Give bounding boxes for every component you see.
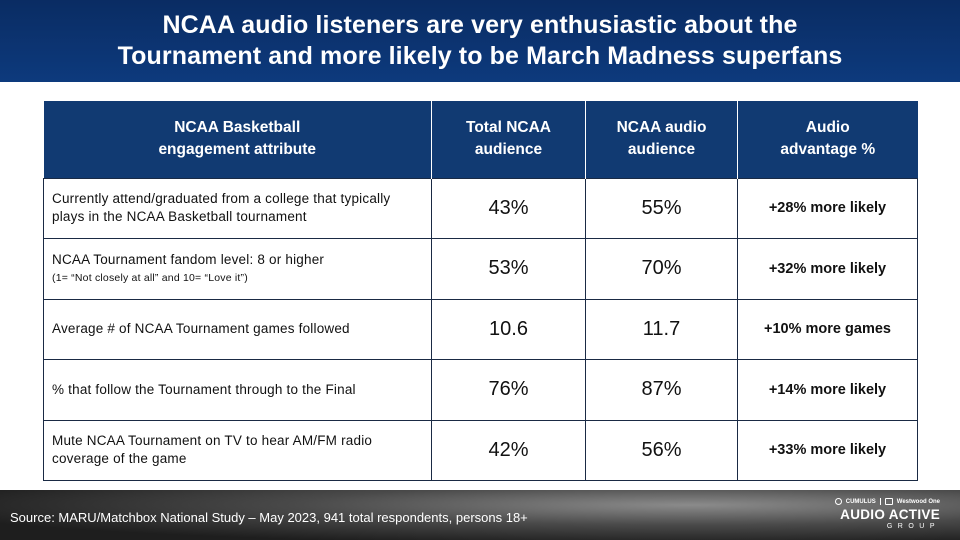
footer-bar: Source: MARU/Matchbox National Study – M… bbox=[0, 490, 960, 540]
attribute-cell: % that follow the Tournament through to … bbox=[43, 359, 432, 421]
audio-audience-cell: 11.7 bbox=[585, 298, 738, 360]
column-header-attribute: NCAA Basketball engagement attribute bbox=[43, 101, 432, 178]
attribute-text: % that follow the Tournament through to … bbox=[52, 381, 356, 397]
title-banner: NCAA audio listeners are very enthusiast… bbox=[0, 0, 960, 82]
column-header-total-audience: Total NCAA audience bbox=[431, 101, 586, 178]
engagement-table-container: NCAA Basketball engagement attribute Tot… bbox=[43, 101, 918, 481]
engagement-table: NCAA Basketball engagement attribute Tot… bbox=[43, 101, 918, 481]
table-row: NCAA Tournament fandom level: 8 or highe… bbox=[43, 238, 918, 300]
westwood-one-icon bbox=[884, 498, 893, 505]
audio-advantage-cell: +14% more likely bbox=[737, 359, 918, 421]
attribute-note: (1= “Not closely at all” and 10= “Love i… bbox=[52, 271, 248, 284]
table-header-row: NCAA Basketball engagement attribute Tot… bbox=[43, 101, 918, 178]
audio-advantage-cell: +33% more likely bbox=[737, 419, 918, 481]
attribute-cell: Mute NCAA Tournament on TV to hear AM/FM… bbox=[43, 419, 432, 481]
audio-advantage-cell: +10% more games bbox=[737, 298, 918, 360]
audio-audience-cell: 70% bbox=[585, 238, 738, 300]
table-row: Currently attend/graduated from a colleg… bbox=[43, 177, 918, 239]
audio-advantage-cell: +28% more likely bbox=[737, 177, 918, 239]
total-audience-cell: 10.6 bbox=[431, 298, 586, 360]
attribute-cell: Currently attend/graduated from a colleg… bbox=[43, 177, 432, 239]
partner-logos: CUMULUS Westwood One bbox=[830, 498, 940, 505]
total-audience-cell: 53% bbox=[431, 238, 586, 300]
attribute-text: Average # of NCAA Tournament games follo… bbox=[52, 321, 350, 337]
total-audience-cell: 43% bbox=[431, 177, 586, 239]
table-row: Average # of NCAA Tournament games follo… bbox=[43, 298, 918, 360]
source-citation: Source: MARU/Matchbox National Study – M… bbox=[10, 510, 528, 525]
table-row: Mute NCAA Tournament on TV to hear AM/FM… bbox=[43, 419, 918, 481]
audio-audience-cell: 55% bbox=[585, 177, 738, 239]
attribute-text: NCAA Tournament fandom level: 8 or highe… bbox=[52, 251, 325, 267]
table-row: % that follow the Tournament through to … bbox=[43, 359, 918, 421]
total-audience-cell: 76% bbox=[431, 359, 586, 421]
audio-advantage-cell: +32% more likely bbox=[737, 238, 918, 300]
page-title: NCAA audio listeners are very enthusiast… bbox=[117, 11, 843, 70]
logo-brand: AUDIO ACTIVE bbox=[840, 507, 940, 522]
attribute-text: Currently attend/graduated from a colleg… bbox=[52, 191, 391, 225]
logo-group: GROUP bbox=[886, 523, 940, 530]
partner-left-name: CUMULUS bbox=[845, 498, 876, 505]
partner-right-name: Westwood One bbox=[896, 498, 940, 505]
audio-audience-cell: 87% bbox=[585, 359, 738, 421]
attribute-text: Mute NCAA Tournament on TV to hear AM/FM… bbox=[52, 433, 373, 467]
column-header-audio-audience: NCAA audio audience bbox=[585, 101, 738, 178]
attribute-cell: Average # of NCAA Tournament games follo… bbox=[43, 298, 432, 360]
partner-divider bbox=[879, 498, 881, 505]
column-header-audio-advantage: Audio advantage % bbox=[737, 101, 918, 178]
audio-audience-cell: 56% bbox=[585, 419, 738, 481]
total-audience-cell: 42% bbox=[431, 419, 586, 481]
circle-icon bbox=[834, 498, 842, 505]
audio-active-group-logo: CUMULUS Westwood One AUDIO ACTIVE GROUP bbox=[830, 498, 940, 530]
attribute-cell: NCAA Tournament fandom level: 8 or highe… bbox=[43, 238, 432, 300]
